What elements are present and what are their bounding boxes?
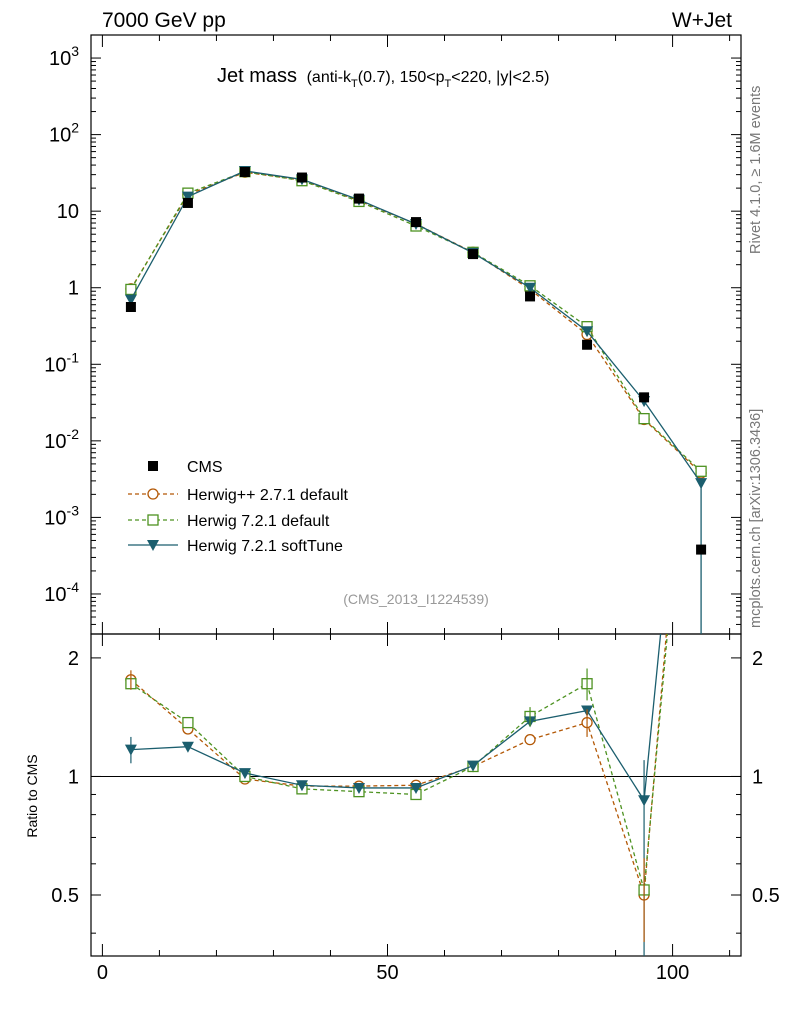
main-marker-herwig7-softtune (124, 294, 137, 306)
main-marker-cms (296, 172, 307, 183)
x-tick-label: 100 (656, 962, 689, 984)
main-marker-herwig7-default (695, 465, 707, 477)
ratio-y-tick-label-left: 1 (68, 766, 79, 788)
plot-title: Jet mass (anti-kT(0.7), 150<pT<220, |y|<… (217, 65, 549, 90)
mcplots-label: mcplots.cern.ch [arXiv:1306.3436] (748, 409, 764, 628)
main-y-tick-label: 10-1 (44, 349, 79, 376)
legend-marker-herwigpp (147, 488, 159, 500)
rivet-version-label: Rivet 4.1.0, ≥ 1.6M events (748, 86, 764, 254)
main-y-axis: 10-4 10-3 10-2 10-1 1 10 102 103 (44, 34, 741, 635)
ratio-marker-herwig7-softtune (410, 782, 422, 794)
legend-marker-cms (148, 461, 158, 471)
main-y-tick-label: 10 (57, 201, 79, 223)
ratio-plot-marks (124, 634, 669, 956)
ratio-marker-herwig7-softtune (181, 741, 194, 753)
main-marker-herwig7-default (638, 412, 650, 425)
main-marker-cms (411, 217, 421, 228)
main-y-tick-label: 103 (49, 43, 79, 70)
legend-label-herwig7-softtune: Herwig 7.2.1 softTune (187, 538, 343, 555)
ratio-line-herwig7-default (130, 634, 669, 891)
ratio-y-tick-label-right: 1 (752, 766, 763, 788)
ratio-y-tick-label-left: 2 (68, 648, 79, 670)
main-line-herwig7-default (130, 171, 702, 472)
main-y-tick-label: 10-4 (44, 579, 79, 606)
main-marker-cms (353, 193, 364, 204)
main-y-tick-label: 10-2 (44, 426, 79, 453)
ratio-plot-frame (90, 633, 742, 957)
ratio-y-tick-label-left: 0.5 (51, 885, 79, 907)
main-marker-cms (582, 339, 593, 350)
legend: CMS Herwig++ 2.7.1 default Herwig 7.2.1 … (128, 459, 349, 555)
main-marker-cms (639, 392, 650, 403)
ratio-marker-herwig7-softtune (238, 768, 251, 780)
header-process-label: W+Jet (672, 9, 732, 32)
ratio-y-axis: 0.5 0.5 1 1 2 2 (51, 648, 780, 934)
main-marker-herwig7-softtune (524, 282, 537, 294)
main-marker-cms (468, 249, 479, 260)
legend-label-cms: CMS (187, 459, 223, 476)
ratio-marker-herwig7-softtune (295, 780, 308, 792)
main-marker-cms (525, 291, 536, 302)
analysis-watermark: (CMS_2013_I1224539) (343, 591, 489, 607)
legend-marker-herwig7-softtune (147, 540, 159, 551)
ratio-y-tick-label-right: 2 (752, 648, 763, 670)
ratio-y-axis-label: Ratio to CMS (24, 754, 40, 837)
legend-marker-herwig7-default (147, 514, 159, 526)
x-tick-label: 0 (97, 962, 108, 984)
main-marker-herwig7-softtune (581, 326, 594, 338)
header-energy-label: 7000 GeV pp (102, 9, 226, 32)
main-marker-cms (125, 302, 136, 313)
ratio-marker-herwigpp (524, 734, 536, 746)
legend-label-herwig7-default: Herwig 7.2.1 default (187, 513, 330, 530)
main-marker-cms (696, 544, 707, 555)
legend-label-herwigpp: Herwig++ 2.7.1 default (187, 487, 349, 504)
main-marker-herwig7-softtune (181, 191, 194, 203)
ratio-marker-herwig7-default (182, 716, 194, 729)
main-marker-cms (239, 166, 250, 177)
ratio-y-tick-label-right: 0.5 (752, 885, 780, 907)
main-y-tick-label: 1 (68, 278, 79, 300)
x-axis: 0 50 100 (97, 35, 731, 984)
ratio-marker-herwig7-softtune (352, 782, 365, 794)
main-y-tick-label: 10-3 (44, 502, 79, 529)
ratio-marker-herwig7-softtune (467, 760, 480, 772)
main-marker-cms (182, 197, 193, 208)
main-plot-marks (124, 165, 708, 634)
main-y-tick-label: 102 (49, 120, 79, 147)
x-tick-label: 50 (376, 962, 398, 984)
